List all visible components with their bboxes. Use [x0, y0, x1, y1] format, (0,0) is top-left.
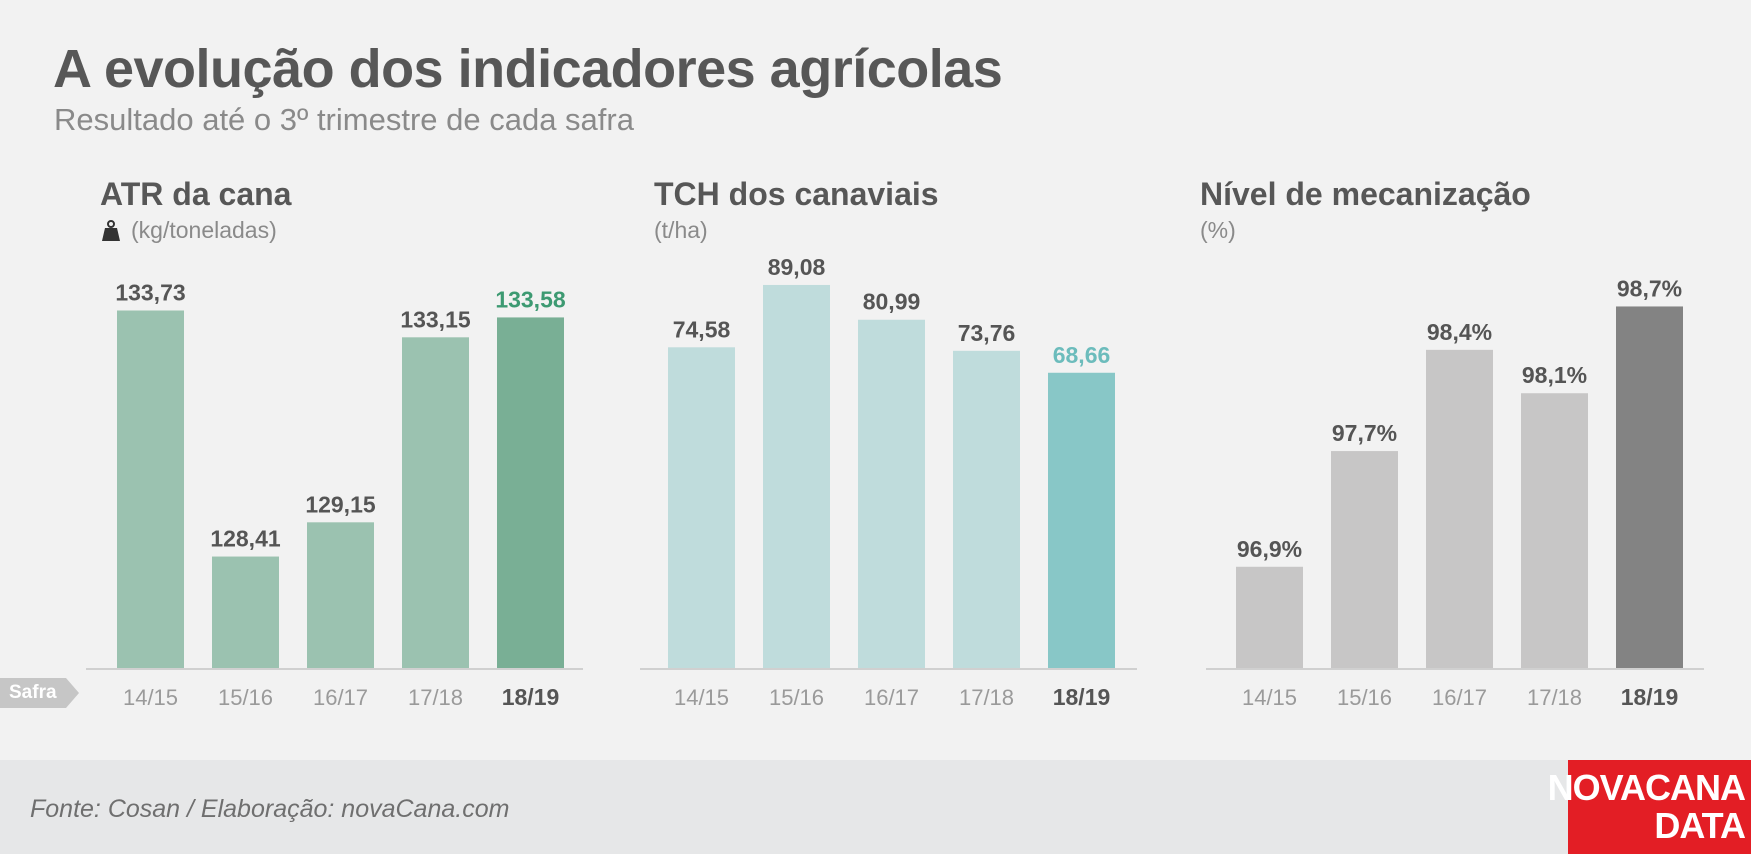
mec-bar-14-15 — [1236, 566, 1303, 668]
tch-bar-15-16 — [763, 284, 830, 668]
atr-value-label: 128,41 — [210, 526, 281, 552]
mec-chart-title: Nível de mecanização — [1200, 176, 1531, 212]
atr-value-label: 133,73 — [115, 279, 185, 305]
novacana-logo: NOVACANA DATA — [1548, 760, 1751, 854]
mec-tick-label: 15/16 — [1337, 685, 1392, 710]
bar-charts: 133,73 14/15 128,41 15/16 129,15 16/17 133,15 1… — [86, 254, 1704, 710]
tch-value-label: 68,66 — [1053, 342, 1111, 368]
mec-bar-15-16 — [1331, 451, 1398, 668]
atr-value-label: 129,15 — [305, 491, 376, 517]
mec-bar-16-17 — [1426, 349, 1493, 668]
tch-tick-label: 17/18 — [959, 685, 1014, 710]
tch-bar-16-17 — [858, 319, 925, 668]
atr-bar-18-19 — [497, 317, 564, 668]
tch-tick-label: 18/19 — [1053, 684, 1111, 710]
mec-value-label: 98,4% — [1427, 319, 1492, 345]
tch-value-label: 74,58 — [673, 316, 731, 342]
footer-bar — [0, 760, 1751, 854]
atr-bar-17-18 — [402, 337, 469, 668]
tch-tick-label: 15/16 — [769, 685, 824, 710]
atr-unit-label: (kg/toneladas) — [131, 217, 277, 243]
atr-tick-label: 18/19 — [502, 684, 560, 710]
page-title: A evolução dos indicadores agrícolas — [53, 39, 1003, 99]
mec-value-label: 98,1% — [1522, 362, 1587, 388]
safra-label: Safra — [9, 682, 57, 703]
tch-value-label: 73,76 — [958, 320, 1016, 346]
safra-tag: Safra — [0, 678, 79, 708]
atr-tick-label: 16/17 — [313, 685, 368, 710]
tch-value-label: 89,08 — [768, 254, 826, 280]
mec-tick-label: 17/18 — [1527, 685, 1582, 710]
atr-value-label: 133,58 — [495, 286, 566, 312]
tch-tick-label: 16/17 — [864, 685, 919, 710]
mec-bar-17-18 — [1521, 393, 1588, 668]
logo-line2: DATA — [1654, 805, 1746, 846]
atr-bar-15-16 — [212, 556, 279, 668]
tch-tick-label: 14/15 — [674, 685, 729, 710]
atr-bar-16-17 — [307, 522, 374, 668]
mec-chart-unit: (%) — [1200, 217, 1236, 243]
mec-tick-label: 16/17 — [1432, 685, 1487, 710]
atr-chart-unit: (kg/toneladas) — [101, 217, 277, 244]
mec-tick-label: 14/15 — [1242, 685, 1297, 710]
tch-bar-18-19 — [1048, 372, 1115, 668]
atr-chart-title: ATR da cana — [100, 176, 292, 212]
mec-value-label: 98,7% — [1617, 275, 1682, 301]
weight-icon — [101, 219, 121, 242]
mec-bar-18-19 — [1616, 306, 1683, 668]
mec-tick-label: 18/19 — [1621, 684, 1679, 710]
tch-chart-unit: (t/ha) — [654, 217, 708, 243]
tch-value-label: 80,99 — [863, 289, 921, 315]
atr-tick-label: 15/16 — [218, 685, 273, 710]
mec-value-label: 96,9% — [1237, 536, 1302, 562]
logo-line1: NOVACANA — [1547, 767, 1746, 808]
atr-bar-14-15 — [117, 310, 184, 668]
source-note: Fonte: Cosan / Elaboração: novaCana.com — [30, 795, 510, 823]
page-subtitle: Resultado até o 3º trimestre de cada saf… — [54, 102, 634, 137]
atr-tick-label: 14/15 — [123, 685, 178, 710]
tch-bar-14-15 — [668, 347, 735, 668]
mec-value-label: 97,7% — [1332, 420, 1397, 446]
atr-tick-label: 17/18 — [408, 685, 463, 710]
tch-chart-title: TCH dos canaviais — [654, 176, 939, 212]
atr-value-label: 133,15 — [400, 306, 471, 332]
tch-bar-17-18 — [953, 350, 1020, 668]
